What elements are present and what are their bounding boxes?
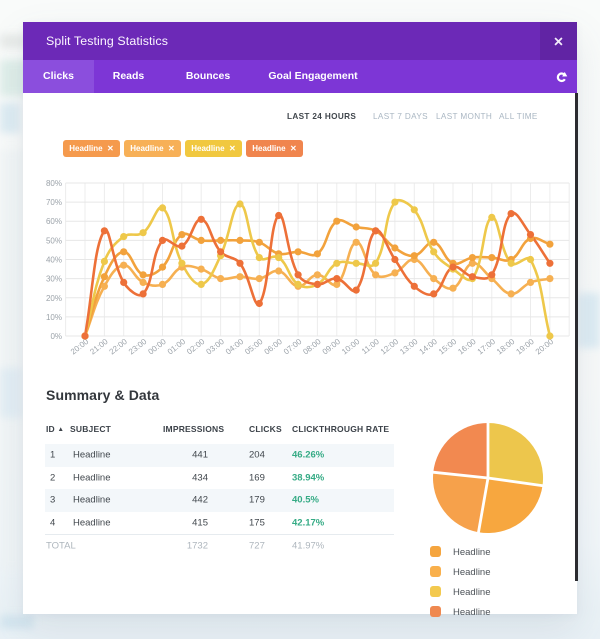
svg-text:00:00: 00:00 [146,337,168,357]
svg-text:0%: 0% [50,332,62,341]
svg-text:18:00: 18:00 [495,337,517,357]
svg-text:70%: 70% [46,198,62,207]
svg-text:23:00: 23:00 [127,337,149,357]
svg-text:20:00: 20:00 [69,337,91,357]
svg-text:16:00: 16:00 [456,337,478,357]
svg-text:04:00: 04:00 [224,337,246,357]
svg-text:03:00: 03:00 [205,337,227,357]
svg-text:07:00: 07:00 [282,337,304,357]
svg-text:22:00: 22:00 [108,337,130,357]
svg-text:14:00: 14:00 [418,337,440,357]
svg-text:11:00: 11:00 [360,337,381,356]
svg-text:13:00: 13:00 [398,337,420,357]
svg-text:15:00: 15:00 [437,337,459,357]
svg-text:20%: 20% [46,294,62,303]
svg-text:02:00: 02:00 [185,337,207,357]
svg-text:30%: 30% [46,275,62,284]
svg-text:17:00: 17:00 [476,337,498,357]
svg-text:40%: 40% [46,256,62,265]
svg-text:10:00: 10:00 [340,337,362,357]
svg-text:21:00: 21:00 [88,337,110,357]
svg-text:08:00: 08:00 [301,337,323,357]
svg-text:12:00: 12:00 [379,337,401,357]
svg-text:19:00: 19:00 [514,337,536,357]
svg-text:60%: 60% [46,217,62,226]
svg-text:06:00: 06:00 [263,337,285,357]
svg-text:09:00: 09:00 [321,337,343,357]
svg-text:50%: 50% [46,236,62,245]
svg-text:01:00: 01:00 [166,337,188,357]
svg-text:10%: 10% [46,313,62,322]
svg-text:20:00: 20:00 [534,337,556,357]
svg-text:80%: 80% [46,179,62,188]
svg-text:05:00: 05:00 [243,337,265,357]
